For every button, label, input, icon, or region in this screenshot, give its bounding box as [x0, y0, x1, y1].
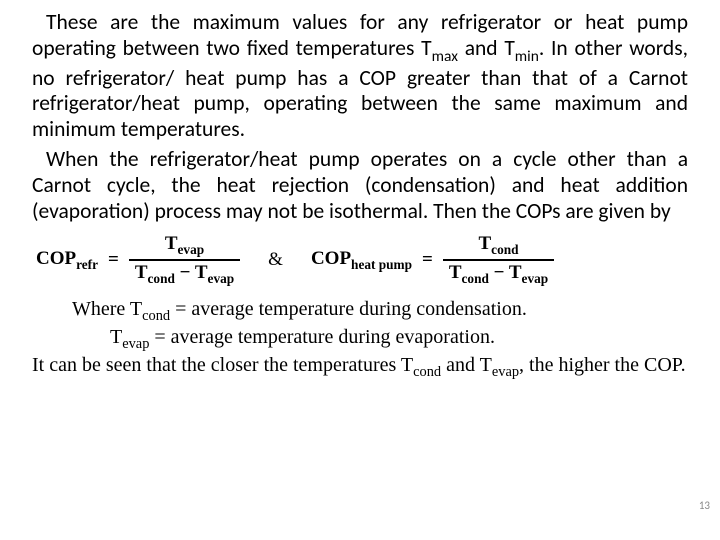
note-line-3: It can be seen that the closer the tempe… — [32, 353, 688, 381]
note2-b: = average temperature during evaporation… — [149, 326, 495, 348]
eqn-refr-den-minus: − — [175, 262, 195, 283]
eqn-refr-num-sub: evap — [178, 242, 205, 257]
eqn-refr-num-prefix: T — [165, 233, 178, 254]
eqn-hp-lhs-sub: heat pump — [351, 256, 412, 271]
p1-sub-max: max — [432, 47, 458, 66]
eqn-hp-denominator: Tcond − Tevap — [443, 263, 554, 286]
paragraph-2: When the refrigerator/heat pump operates… — [32, 147, 688, 224]
page-number: 13 — [699, 499, 710, 512]
eqn-hp-numerator: Tcond — [472, 234, 524, 257]
eqn-refr-den-l-prefix: T — [135, 262, 148, 283]
p1-text-b: and T — [458, 35, 515, 61]
eqn-hp-num-sub: cond — [491, 242, 518, 257]
eqn-hp-den-l-sub: cond — [462, 270, 489, 285]
eqn-refr-numerator: Tevap — [159, 234, 210, 257]
eqn-hp-den-r-prefix: T — [509, 262, 522, 283]
note3-b: and T — [441, 354, 492, 376]
eqn-refr-den-r-sub: evap — [208, 270, 235, 285]
equals-sign: = — [108, 249, 119, 271]
note2-sub: evap — [122, 336, 149, 352]
eqn-refr-lhs: COPrefr — [36, 248, 98, 273]
note3-sub2: evap — [492, 364, 519, 380]
note1-b: = average temperature during condensatio… — [170, 298, 527, 320]
note1-sub: cond — [142, 308, 170, 324]
note3-sub1: cond — [413, 364, 441, 380]
fraction-bar — [443, 259, 554, 260]
note1-a: Where T — [72, 298, 142, 320]
eqn-refr-den-l-sub: cond — [148, 270, 175, 285]
eqn-hp-den-r-sub: evap — [522, 270, 549, 285]
eqn-refr-lhs-sub: refr — [76, 256, 98, 271]
note-line-1: Where Tcond = average temperature during… — [32, 297, 688, 325]
eqn-refr-lhs-prefix: COP — [36, 248, 76, 269]
ampersand: & — [268, 249, 283, 271]
note-line-2: Tevap = average temperature during evapo… — [32, 325, 688, 353]
fraction-bar — [129, 259, 240, 260]
equals-sign: = — [422, 249, 433, 271]
eqn-refr-fraction: Tevap Tcond − Tevap — [129, 234, 240, 285]
paragraph-1: These are the maximum values for any ref… — [32, 10, 688, 143]
note3-c: , the higher the COP. — [519, 354, 686, 376]
eqn-refr-den-r-prefix: T — [195, 262, 208, 283]
slide: These are the maximum values for any ref… — [0, 0, 720, 540]
equation-refrigerator: COPrefr = Tevap Tcond − Tevap — [36, 234, 240, 285]
eqn-refr-denominator: Tcond − Tevap — [129, 263, 240, 286]
p2-text: When the refrigerator/heat pump operates… — [32, 146, 688, 224]
note3-a: It can be seen that the closer the tempe… — [32, 354, 413, 376]
eqn-hp-lhs-prefix: COP — [311, 248, 351, 269]
eqn-hp-fraction: Tcond Tcond − Tevap — [443, 234, 554, 285]
eqn-hp-den-l-prefix: T — [449, 262, 462, 283]
equation-heat-pump: COPheat pump = Tcond Tcond − Tevap — [311, 234, 554, 285]
eqn-hp-lhs: COPheat pump — [311, 248, 412, 273]
notes-block: Where Tcond = average temperature during… — [32, 297, 688, 381]
p1-sub-min: min — [515, 47, 539, 66]
note2-a: T — [110, 326, 122, 348]
eqn-hp-den-minus: − — [489, 262, 509, 283]
eqn-hp-num-prefix: T — [478, 233, 491, 254]
equation-row: COPrefr = Tevap Tcond − Tevap & COPheat … — [36, 234, 688, 285]
